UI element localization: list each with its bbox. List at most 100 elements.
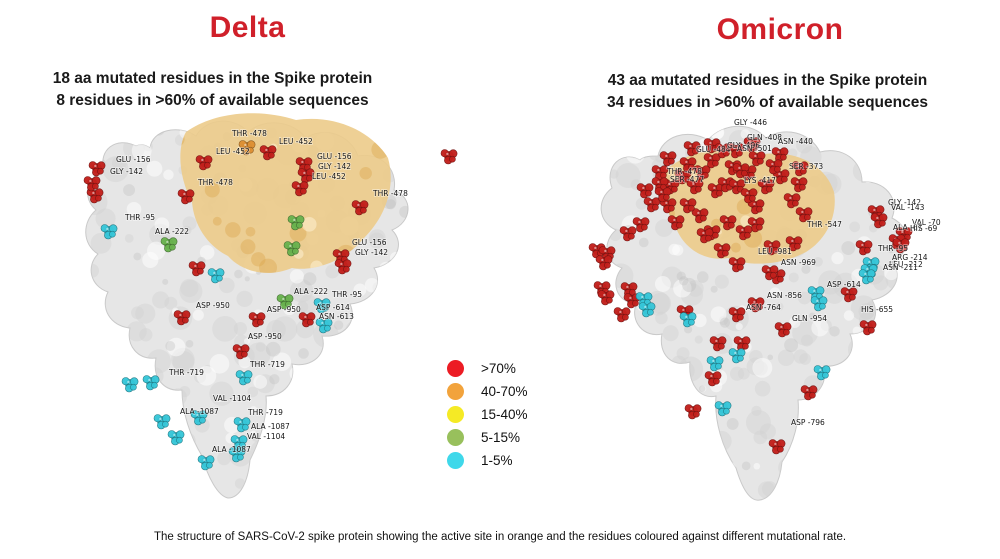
residue-cluster: [638, 302, 656, 318]
residue-label: THR -719: [249, 360, 285, 369]
delta-subtitle: 18 aa mutated residues in the Spike prot…: [10, 68, 415, 112]
residue-cluster: [195, 155, 213, 171]
residue-label: THR -478: [666, 167, 702, 176]
residue-label: GLU -156: [116, 155, 151, 164]
legend-color-swatch: [447, 383, 464, 400]
residue-label: LEU -212: [889, 260, 923, 269]
residue-cluster: [713, 243, 731, 259]
residue-cluster: [440, 149, 458, 165]
residue-label: GLN -954: [792, 314, 827, 323]
residue-cluster: [643, 197, 661, 213]
residue-label: THR -478: [231, 129, 267, 138]
residue-cluster: [785, 236, 803, 252]
residue-label: LEU -981: [758, 247, 792, 256]
residue-label: GLU -156: [317, 152, 352, 161]
residue-cluster: [188, 261, 206, 277]
residue-cluster: [795, 207, 813, 223]
residue-label: GLY -142: [888, 198, 921, 207]
residue-label: LEU -452: [216, 147, 250, 156]
residue-cluster: [757, 179, 775, 195]
residue-cluster: [100, 224, 118, 240]
residue-label: ASP -950: [196, 301, 230, 310]
residue-cluster: [790, 177, 808, 193]
residue-label: GLU -484: [696, 145, 731, 154]
residue-label: GLY -142: [355, 248, 388, 257]
residue-cluster: [728, 257, 746, 273]
residue-label: ASN -764: [746, 303, 781, 312]
residue-label: ASN -501: [737, 144, 772, 153]
residue-label: ASP -614: [827, 280, 861, 289]
residue-cluster: [232, 344, 250, 360]
residue-label: GLY -142: [318, 162, 351, 171]
residue-cluster: [719, 215, 737, 231]
residue-cluster: [892, 238, 910, 254]
residue-cluster: [197, 455, 215, 471]
legend-item: >70%: [447, 360, 528, 377]
residue-cluster: [291, 181, 309, 197]
residue-cluster: [791, 161, 809, 177]
residue-label: THR -478: [372, 189, 408, 198]
residue-cluster: [636, 183, 654, 199]
residue-cluster: [315, 318, 333, 334]
residue-label: LEU -452: [279, 137, 313, 146]
residue-cluster: [88, 161, 106, 177]
delta-title: Delta: [209, 11, 286, 44]
omicron-subtitle-line2: 34 residues in >60% of available sequenc…: [607, 94, 928, 111]
residue-cluster: [747, 199, 765, 215]
residue-cluster: [743, 137, 761, 153]
residue-cluster: [707, 183, 725, 199]
residue-label: VAL -1104: [247, 432, 285, 441]
residue-cluster: [714, 401, 732, 417]
residue-cluster: [283, 241, 301, 257]
residue-cluster: [613, 307, 631, 323]
residue-cluster: [153, 414, 171, 430]
residue-cluster: [703, 153, 721, 169]
omicron-subtitle-line1: 43 aa mutated residues in the Spike prot…: [607, 72, 928, 89]
residue-label: THR -95: [124, 213, 155, 222]
legend-label: 15-40%: [481, 407, 528, 422]
legend-color-swatch: [447, 406, 464, 423]
residue-cluster: [351, 200, 369, 216]
residue-label: ALA -1087: [212, 445, 251, 454]
residue-cluster: [597, 290, 615, 306]
residue-label: GLU -156: [352, 238, 387, 247]
residue-cluster: [679, 198, 697, 214]
residue-cluster: [691, 208, 709, 224]
residue-cluster: [287, 215, 305, 231]
legend-item: 15-40%: [447, 406, 528, 423]
residue-cluster: [761, 265, 779, 281]
residue-label: ASP -950: [248, 332, 282, 341]
residue-cluster: [740, 188, 758, 204]
residue-cluster: [595, 255, 613, 271]
residue-label: SER -373: [789, 162, 823, 171]
legend-item: 1-5%: [447, 452, 528, 469]
residue-cluster: [674, 169, 692, 185]
residue-cluster: [768, 439, 786, 455]
residue-cluster: [763, 240, 781, 256]
residue-cluster: [228, 447, 246, 463]
residue-cluster: [207, 268, 225, 284]
residue-cluster: [173, 310, 191, 326]
residue-label: ALA -67: [893, 223, 922, 232]
residue-cluster: [813, 365, 831, 381]
residue-label: GLN -408: [747, 133, 782, 142]
residue-cluster: [235, 370, 253, 386]
residue-cluster: [732, 163, 750, 179]
residue-label: ASN -440: [778, 137, 813, 146]
legend-color-swatch: [447, 429, 464, 446]
residue-label: ALA -1087: [180, 407, 219, 416]
residue-cluster: [747, 297, 765, 313]
residue-cluster: [684, 404, 702, 420]
residue-label: VAL -143: [891, 203, 925, 212]
residue-cluster: [783, 193, 801, 209]
residue-label: THR -95: [877, 244, 908, 253]
delta-subtitle-line2: 8 residues in >60% of available sequence…: [56, 92, 369, 109]
residue-cluster: [86, 188, 104, 204]
residue-label: ASN -969: [781, 258, 816, 267]
residue-label: ASP -796: [791, 418, 825, 427]
residue-label: GLY -446: [734, 118, 767, 127]
residue-cluster: [160, 237, 178, 253]
